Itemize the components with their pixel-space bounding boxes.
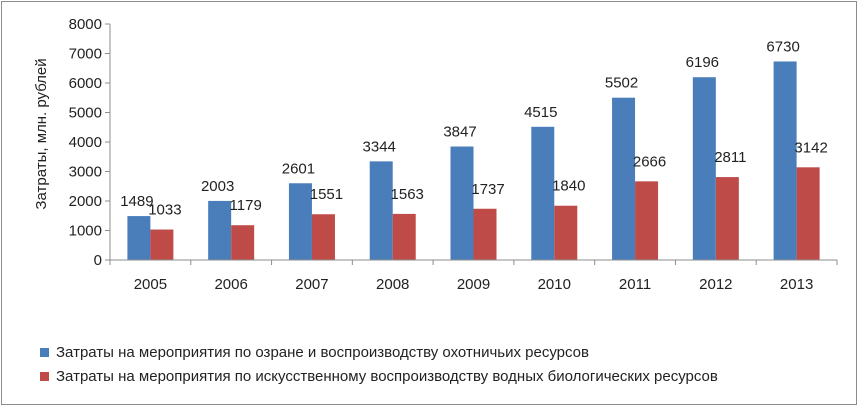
bars — [127, 61, 820, 261]
data-label-series-2: 1179 — [230, 197, 262, 214]
bar-series-2 — [150, 229, 174, 260]
bar-series-1 — [692, 77, 716, 260]
bar-series-2 — [715, 177, 739, 260]
data-label-series-1: 2003 — [201, 178, 234, 195]
data-label-series-1: 2601 — [282, 160, 315, 177]
bar-series-2 — [796, 167, 820, 260]
data-label-series-2: 1737 — [471, 181, 504, 198]
bar-series-1 — [773, 61, 797, 261]
legend: Затраты на мероприятия по озране и воспр… — [40, 340, 718, 388]
bar-series-2 — [311, 214, 335, 260]
x-tick-label: 2013 — [780, 276, 813, 293]
bar-series-1 — [288, 183, 312, 260]
legend-label: Затраты на мероприятия по озране и воспр… — [56, 343, 589, 361]
y-axis: 0 1000 2000 3000 4000 5000 6000 7000 8000 — [69, 16, 110, 269]
y-tick-label: 5000 — [69, 105, 102, 122]
legend-label: Затраты на мероприятия по искусственному… — [56, 367, 718, 385]
data-label-series-2: 1033 — [148, 202, 181, 219]
x-tick-label: 2012 — [699, 276, 732, 293]
legend-swatch-blue — [40, 347, 49, 357]
y-tick-label: 6000 — [69, 75, 102, 92]
data-label-series-1: 5502 — [605, 75, 638, 92]
y-tick-label: 7000 — [69, 46, 102, 63]
x-tick-label: 2009 — [457, 276, 490, 293]
data-label-series-1: 3847 — [443, 124, 476, 141]
bar-series-2 — [392, 213, 416, 260]
bar-series-1 — [612, 97, 636, 260]
data-label-series-2: 2666 — [633, 153, 666, 170]
y-tick-label: 4000 — [69, 134, 102, 151]
data-label-series-1: 3344 — [363, 138, 396, 155]
data-label-series-1: 6196 — [686, 54, 719, 71]
y-tick-label: 2000 — [69, 193, 102, 210]
y-axis-title: Затраты, млн. рублей — [33, 58, 50, 209]
legend-swatch-red — [40, 371, 49, 381]
bar-series-1 — [127, 216, 151, 260]
y-tick-label: 1000 — [69, 223, 102, 240]
bar-series-1 — [531, 126, 555, 261]
data-label-series-1: 1489 — [120, 193, 153, 210]
data-label-series-2: 2811 — [714, 149, 746, 166]
data-label-series-2: 3142 — [794, 139, 827, 156]
y-tick-label: 0 — [94, 252, 102, 269]
bar-series-2 — [473, 208, 497, 260]
x-tick-label: 2008 — [376, 276, 409, 293]
data-label-series-1: 6730 — [766, 38, 799, 55]
y-tick-label: 3000 — [69, 164, 102, 181]
bar-series-1 — [208, 200, 232, 260]
legend-item-series-1: Затраты на мероприятия по озране и воспр… — [40, 340, 718, 364]
x-tick-label: 2007 — [295, 276, 328, 293]
x-tick-label: 2010 — [538, 276, 571, 293]
x-tick-label: 2011 — [619, 276, 651, 293]
bar-series-2 — [554, 205, 578, 260]
x-tick-label: 2006 — [214, 276, 247, 293]
data-label-series-1: 4515 — [524, 104, 557, 121]
data-label-series-2: 1563 — [391, 186, 424, 203]
y-tick-label: 8000 — [69, 16, 102, 33]
bar-series-1 — [369, 161, 393, 260]
bar-series-2 — [635, 181, 659, 260]
data-label-series-2: 1551 — [310, 186, 343, 203]
x-tick-label: 2005 — [134, 276, 167, 293]
bar-series-2 — [231, 225, 255, 260]
data-label-series-2: 1840 — [552, 178, 585, 195]
legend-item-series-2: Затраты на мероприятия по искусственному… — [40, 364, 718, 388]
x-axis: 2005 2006 2007 2008 2009 2010 2011 2012 2013 — [109, 260, 838, 293]
bar-series-1 — [450, 146, 474, 260]
